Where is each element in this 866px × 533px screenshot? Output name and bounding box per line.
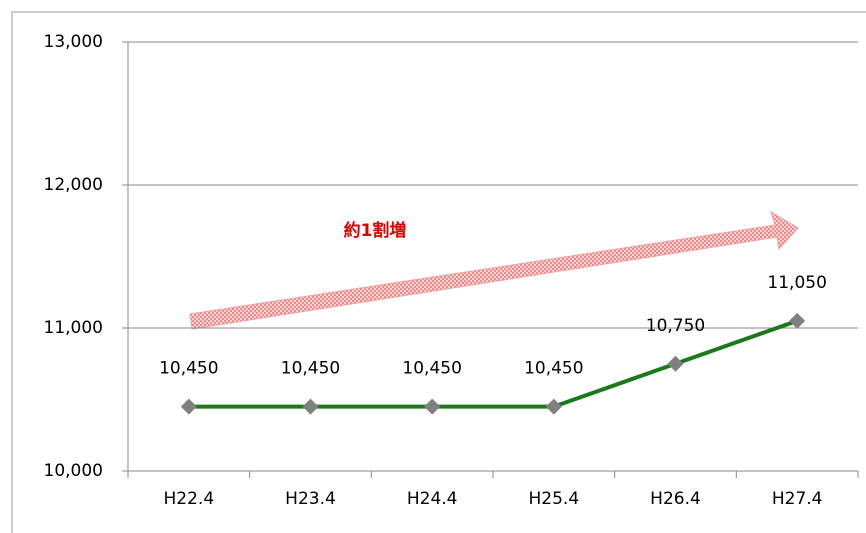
trend-arrow [189,210,799,330]
x-tick-label: H25.4 [529,489,580,509]
data-label: 10,450 [281,359,340,379]
y-tick-label: 13,000 [44,32,103,52]
y-tick-label: 12,000 [44,175,103,195]
marker [789,312,806,329]
data-label: 10,450 [159,359,218,379]
x-tick-label: H26.4 [650,489,701,509]
marker [302,398,319,415]
marker [545,398,562,415]
data-label: 10,450 [402,359,461,379]
y-tick-label: 11,000 [44,318,103,338]
x-tick-label: H22.4 [164,489,215,509]
y-tick-label: 10,000 [44,461,103,481]
data-label: 10,450 [524,359,583,379]
marker [180,398,197,415]
x-tick-label: H24.4 [407,489,458,509]
marker [667,355,684,372]
x-tick-label: H23.4 [285,489,336,509]
data-label: 10,750 [646,316,705,336]
x-tick-label: H27.4 [772,489,823,509]
frame [11,11,866,533]
marker [424,398,441,415]
data-label: 11,050 [767,273,826,293]
annotation: 約1割増 [344,220,407,241]
series-line [188,318,798,409]
